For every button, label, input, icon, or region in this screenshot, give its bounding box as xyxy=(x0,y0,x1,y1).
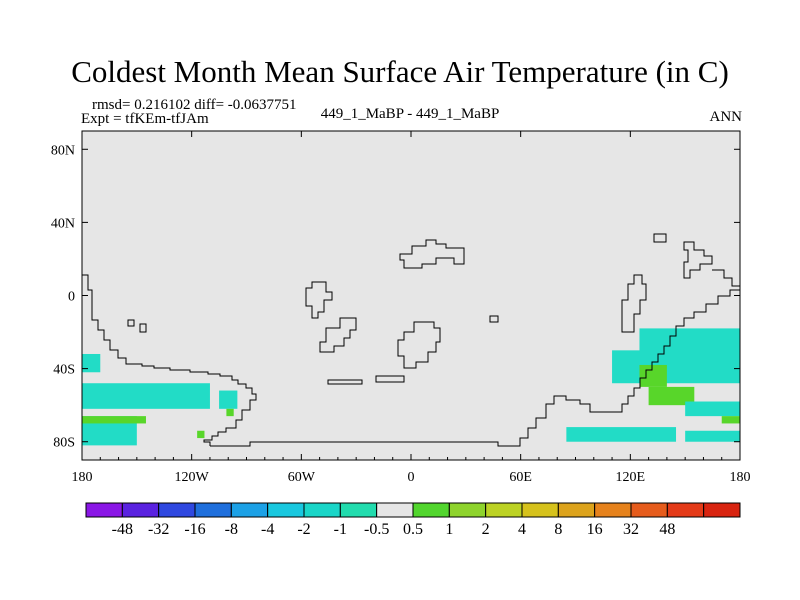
colorbar-level-label: 4 xyxy=(518,521,526,538)
colorbar: -48 -32 -16 -8 -4 -2 -1 -0.5 0.5 1 2 4 8 16 32 48 xyxy=(85,502,741,538)
colorbar-swatch xyxy=(303,502,341,518)
colorbar-swatch xyxy=(376,502,414,518)
colorbar-level-label: 8 xyxy=(554,521,562,538)
y-tick-label: 80N xyxy=(51,143,75,158)
coastline-south-america-east xyxy=(319,317,357,353)
anomaly-region-cyan xyxy=(612,350,740,384)
y-tick-label: 40S xyxy=(53,363,75,378)
coastline-pacific-west xyxy=(712,269,740,287)
x-tick-label: 180 xyxy=(72,470,93,485)
colorbar-swatch xyxy=(412,502,450,518)
colorbar-level-label: -8 xyxy=(225,521,238,538)
colorbar-level-label: -48 xyxy=(112,521,133,538)
anomaly-region-cyan xyxy=(685,401,740,417)
colorbar-level-label: -16 xyxy=(184,521,205,538)
coastline-asia-northeast xyxy=(653,233,713,279)
rmsd-diff-stats: rmsd= 0.216102 diff= -0.0637751 xyxy=(92,97,297,113)
coastline-north-america-interior xyxy=(127,319,147,333)
colorbar-swatch xyxy=(267,502,305,518)
colorbar-swatch xyxy=(630,502,668,518)
anomaly-region-green xyxy=(197,430,205,439)
colorbar-swatch xyxy=(448,502,487,518)
map-axes: 180 120W 60W 0 60E 120E 180 80N 40N 0 40S 80S xyxy=(51,131,751,485)
y-tick-label: 40N xyxy=(51,216,75,231)
colorbar-level-label: -0.5 xyxy=(364,521,389,538)
coastline-central-atlantic xyxy=(397,321,441,369)
colorbar-swatch xyxy=(703,502,741,518)
colorbar-level-label: 0.5 xyxy=(403,521,423,538)
colorbar-swatch xyxy=(230,502,269,518)
anomaly-region-green xyxy=(639,364,667,387)
y-tick-label: 0 xyxy=(68,290,75,305)
anomaly-region-green xyxy=(721,416,740,424)
x-tick-label: 180 xyxy=(730,470,751,485)
season-label: ANN xyxy=(709,109,743,125)
plot-area: 180 120W 60W 0 60E 120E 180 80N 40N 0 40S 80S xyxy=(51,130,751,485)
anomaly-region-cyan xyxy=(685,430,740,442)
coastline-outlines xyxy=(82,233,740,447)
colorbar-swatch xyxy=(594,502,632,518)
anomaly-region-green xyxy=(82,416,146,424)
experiment-label: Expt = tfKEm-tfJAm xyxy=(81,111,209,127)
colorbar-level-label: -1 xyxy=(334,521,347,538)
y-tick-label: 80S xyxy=(53,436,75,451)
anomaly-region-green xyxy=(226,408,234,417)
colorbar-swatch xyxy=(121,502,160,518)
colorbar-level-label: -4 xyxy=(261,521,274,538)
coastline-antarctic-coast xyxy=(210,289,740,447)
coastline-asia-east xyxy=(621,274,647,333)
anomaly-region-cyan xyxy=(82,353,101,373)
x-tick-label: 0 xyxy=(408,470,415,485)
colorbar-swatch xyxy=(85,502,123,518)
coastline-south-america-west xyxy=(305,281,333,319)
x-tick-label: 60W xyxy=(288,470,316,485)
map-background xyxy=(82,131,740,460)
coastline-small-island-b xyxy=(375,375,405,383)
anomaly-region-cyan xyxy=(639,328,740,354)
x-tick-label: 60E xyxy=(509,470,532,485)
colorbar-level-label: 16 xyxy=(587,521,603,538)
colorbar-level-label: 2 xyxy=(482,521,490,538)
colorbar-swatch xyxy=(557,502,596,518)
map-title: Coldest Month Mean Surface Air Temperatu… xyxy=(71,54,729,89)
anomaly-region-cyan xyxy=(566,427,677,442)
colorbar-level-label: -2 xyxy=(297,521,310,538)
anomaly-region-green xyxy=(648,386,695,406)
colorbar-swatch xyxy=(158,502,196,518)
anomaly-region-cyan xyxy=(219,390,238,409)
coastline-north-america xyxy=(82,274,257,446)
colorbar-level-label: 32 xyxy=(623,521,639,538)
colorbar-swatch xyxy=(521,502,559,518)
x-tick-label: 120E xyxy=(616,470,646,485)
colorbar-swatch xyxy=(339,502,378,518)
case-names: 449_1_MaBP - 449_1_MaBP xyxy=(320,106,500,122)
coastline-africa xyxy=(399,239,465,269)
colorbar-swatch xyxy=(485,502,523,518)
anomaly-regions xyxy=(82,328,740,446)
colorbar-level-label: -32 xyxy=(148,521,169,538)
colorbar-swatch xyxy=(194,502,232,518)
colorbar-swatch xyxy=(666,502,705,518)
anomaly-region-cyan xyxy=(82,383,210,409)
colorbar-level-label: 1 xyxy=(445,521,453,538)
x-tick-label: 120W xyxy=(175,470,210,485)
coastline-small-island-c xyxy=(489,315,499,323)
coastline-small-island-a xyxy=(327,379,363,385)
colorbar-level-label: 48 xyxy=(659,521,675,538)
